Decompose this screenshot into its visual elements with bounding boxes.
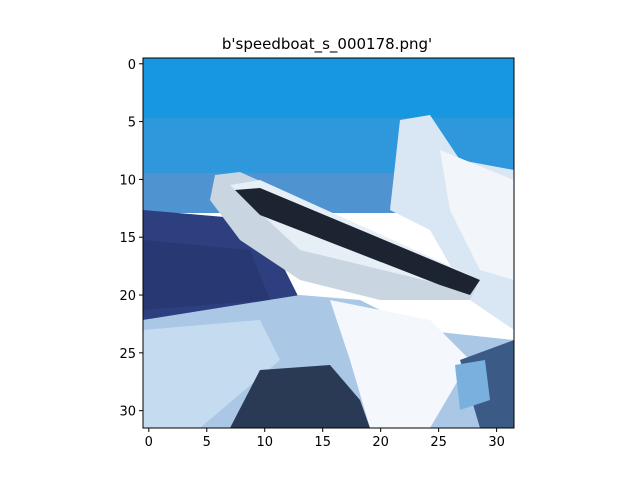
boat-stripe bbox=[235, 188, 480, 295]
y-tick-label: 20 bbox=[119, 289, 136, 304]
x-tick-label: 0 bbox=[145, 435, 153, 450]
figure-title: b'speedboat_s_000178.png' bbox=[222, 35, 432, 54]
wake-shadow bbox=[230, 365, 370, 428]
x-tick-label: 15 bbox=[314, 435, 331, 450]
x-tick-label: 20 bbox=[372, 435, 389, 450]
foam-region bbox=[330, 300, 470, 428]
y-tick-label: 5 bbox=[128, 116, 136, 131]
x-tick-label: 30 bbox=[488, 435, 505, 450]
y-tick-label: 0 bbox=[128, 58, 136, 73]
y-tick-label: 30 bbox=[119, 405, 136, 420]
image-frame bbox=[142, 57, 515, 429]
y-tick-label: 25 bbox=[119, 347, 136, 362]
sky-top-region bbox=[143, 58, 514, 118]
y-tick-label: 15 bbox=[119, 231, 136, 246]
y-axis: 0 5 10 15 20 25 30 bbox=[119, 58, 143, 420]
x-tick-label: 10 bbox=[256, 435, 273, 450]
y-tick-label: 10 bbox=[119, 173, 136, 188]
x-axis: 0 5 10 15 20 25 30 bbox=[145, 428, 505, 450]
x-tick-label: 5 bbox=[203, 435, 211, 450]
speedboat-image bbox=[142, 57, 515, 429]
x-tick-label: 25 bbox=[430, 435, 447, 450]
